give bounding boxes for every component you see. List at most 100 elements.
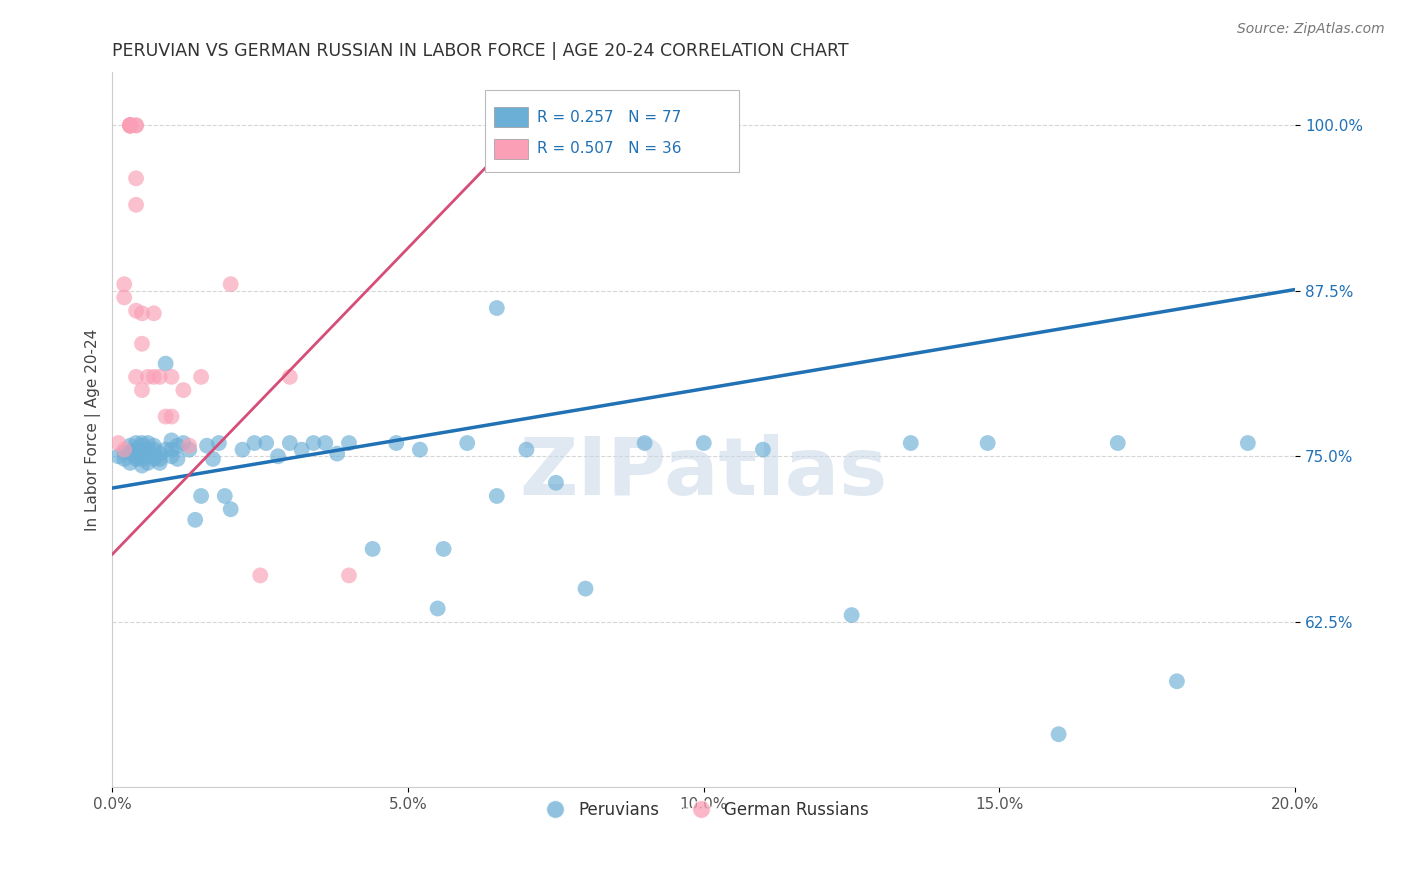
Point xyxy=(125,442,148,457)
Point xyxy=(172,436,194,450)
Point xyxy=(149,369,172,384)
Point xyxy=(120,119,142,133)
Point xyxy=(544,475,567,490)
Point xyxy=(142,451,165,466)
Point xyxy=(219,277,242,292)
Point xyxy=(136,369,159,384)
Point xyxy=(120,119,142,133)
Point xyxy=(120,119,142,133)
Legend: Peruvians, German Russians: Peruvians, German Russians xyxy=(531,794,876,825)
Point xyxy=(160,409,183,424)
Text: R = 0.507   N = 36: R = 0.507 N = 36 xyxy=(537,142,682,156)
Point xyxy=(125,303,148,318)
Point xyxy=(291,442,314,457)
Bar xyxy=(495,107,527,128)
Point xyxy=(125,198,148,212)
Point xyxy=(1047,727,1070,741)
Point xyxy=(131,450,153,464)
Point xyxy=(142,442,165,457)
Point xyxy=(160,369,183,384)
Point xyxy=(131,306,153,320)
Point xyxy=(195,439,218,453)
Point xyxy=(485,301,508,315)
Point xyxy=(841,608,863,623)
Point xyxy=(125,369,148,384)
Point xyxy=(190,369,212,384)
Point xyxy=(456,436,478,450)
Point xyxy=(976,436,998,450)
Point xyxy=(131,439,153,453)
Point xyxy=(361,541,384,556)
Point xyxy=(107,450,129,464)
Point xyxy=(155,442,177,457)
Point xyxy=(302,436,325,450)
Point xyxy=(201,451,224,466)
Point xyxy=(385,436,408,450)
Point xyxy=(120,119,142,133)
Point xyxy=(120,439,142,453)
Point xyxy=(142,369,165,384)
Point xyxy=(900,436,922,450)
Point xyxy=(190,489,212,503)
Point xyxy=(120,119,142,133)
Point xyxy=(326,447,349,461)
Point xyxy=(136,450,159,464)
Point xyxy=(131,383,153,397)
Point xyxy=(120,119,142,133)
Point xyxy=(120,456,142,470)
Bar xyxy=(495,139,527,159)
Point xyxy=(112,451,135,466)
FancyBboxPatch shape xyxy=(485,90,740,172)
Point xyxy=(125,450,148,464)
Point xyxy=(633,436,655,450)
Point xyxy=(112,277,135,292)
Text: ZIPatlas: ZIPatlas xyxy=(520,434,889,512)
Point xyxy=(120,119,142,133)
Point xyxy=(426,601,449,615)
Point xyxy=(1166,674,1188,689)
Point xyxy=(160,450,183,464)
Point xyxy=(149,447,172,461)
Point xyxy=(278,369,301,384)
Point xyxy=(125,436,148,450)
Point xyxy=(166,451,188,466)
Point xyxy=(125,451,148,466)
Point xyxy=(166,439,188,453)
Point xyxy=(136,456,159,470)
Point xyxy=(515,442,537,457)
Point xyxy=(149,451,172,466)
Point xyxy=(131,458,153,473)
Point xyxy=(314,436,336,450)
Point xyxy=(136,436,159,450)
Y-axis label: In Labor Force | Age 20-24: In Labor Force | Age 20-24 xyxy=(86,328,101,531)
Point xyxy=(125,119,148,133)
Point xyxy=(160,434,183,448)
Point xyxy=(131,436,153,450)
Text: R = 0.257   N = 77: R = 0.257 N = 77 xyxy=(537,110,682,125)
Point xyxy=(179,439,201,453)
Point xyxy=(409,442,432,457)
Point xyxy=(693,436,716,450)
Point xyxy=(179,442,201,457)
Point xyxy=(142,439,165,453)
Point xyxy=(112,442,135,457)
Point xyxy=(142,306,165,320)
Point xyxy=(432,541,454,556)
Point xyxy=(136,447,159,461)
Point xyxy=(131,442,153,457)
Point xyxy=(208,436,231,450)
Point xyxy=(485,489,508,503)
Point xyxy=(574,582,596,596)
Point xyxy=(160,442,183,457)
Point xyxy=(120,119,142,133)
Point xyxy=(267,450,290,464)
Point xyxy=(155,357,177,371)
Point xyxy=(254,436,277,450)
Point xyxy=(125,450,148,464)
Point xyxy=(125,442,148,457)
Point xyxy=(278,436,301,450)
Point xyxy=(752,442,775,457)
Point xyxy=(125,119,148,133)
Point xyxy=(172,383,194,397)
Point xyxy=(337,436,360,450)
